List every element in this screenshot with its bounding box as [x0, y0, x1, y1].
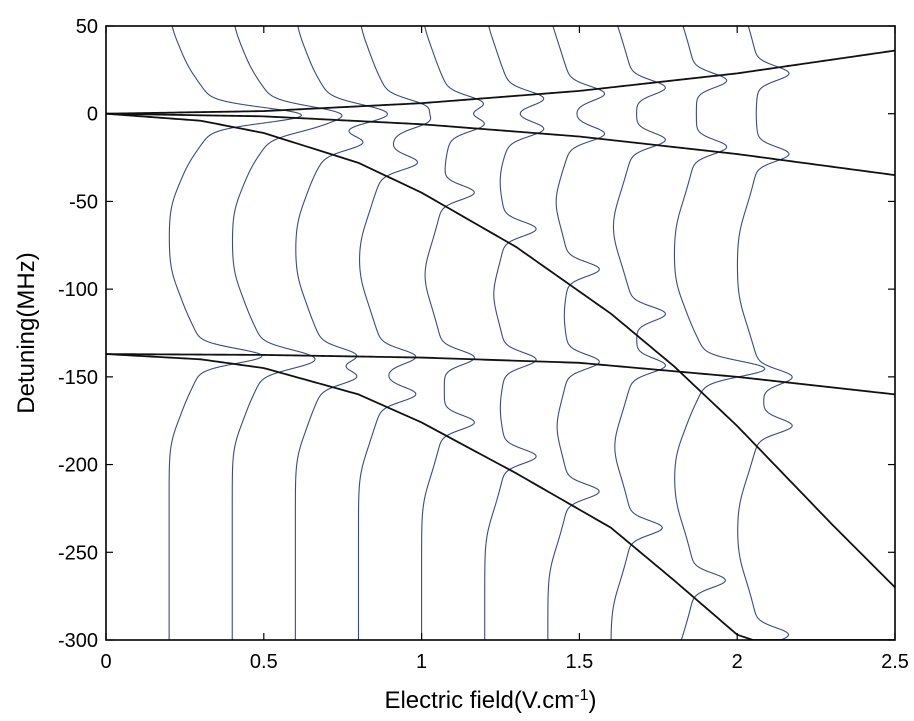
y-tick-label: 50 — [76, 16, 98, 38]
x-axis-title-main: Electric field(V.cm — [384, 687, 574, 714]
plot-area — [106, 26, 895, 640]
spectrum-trace-9 — [673, 26, 766, 640]
spectrum-trace-8 — [610, 26, 667, 640]
model-curve-4 — [106, 353, 895, 396]
y-tick-label: -200 — [58, 455, 98, 477]
y-tick-label: -50 — [69, 191, 98, 213]
x-tick-label: 2.5 — [881, 651, 909, 673]
spectrum-trace-3 — [294, 26, 388, 640]
model-curve-2 — [106, 112, 895, 177]
y-axis-title: Detuning(MHz) — [13, 252, 40, 413]
plot-frame — [105, 25, 896, 641]
spectrum-trace-2 — [231, 26, 343, 640]
x-tick-label: 1.5 — [565, 651, 593, 673]
x-tick-label: 2 — [732, 651, 743, 673]
x-tick-label: 0.5 — [250, 651, 278, 673]
model-curve-5 — [106, 353, 895, 640]
axis-ticks: 0 0.5 1 1.5 2 2.5 50 0 -50 -100 -150 -200 -250 -300 — [58, 16, 909, 673]
spectrum-trace-10 — [736, 26, 793, 640]
x-axis-title-close: ) — [589, 687, 597, 714]
y-tick-label: -150 — [58, 367, 98, 389]
y-tick-label: -300 — [58, 630, 98, 652]
model-curve-1 — [106, 49, 895, 115]
y-tick-label: -100 — [58, 279, 98, 301]
spectrum-trace-7 — [547, 26, 606, 640]
y-tick-label: -250 — [58, 542, 98, 564]
spectrum-trace-6 — [484, 26, 545, 640]
x-tick-label: 1 — [416, 651, 427, 673]
x-axis-title: Electric field(V.cm-1) — [384, 687, 596, 715]
y-tick-label: 0 — [87, 104, 98, 126]
model-curve-3 — [106, 112, 895, 589]
x-axis-title-superscript: -1 — [574, 687, 588, 704]
x-tick-label: 0 — [100, 651, 111, 673]
spectrum-trace-4 — [357, 26, 432, 640]
spectrum-trace-1 — [168, 26, 302, 640]
